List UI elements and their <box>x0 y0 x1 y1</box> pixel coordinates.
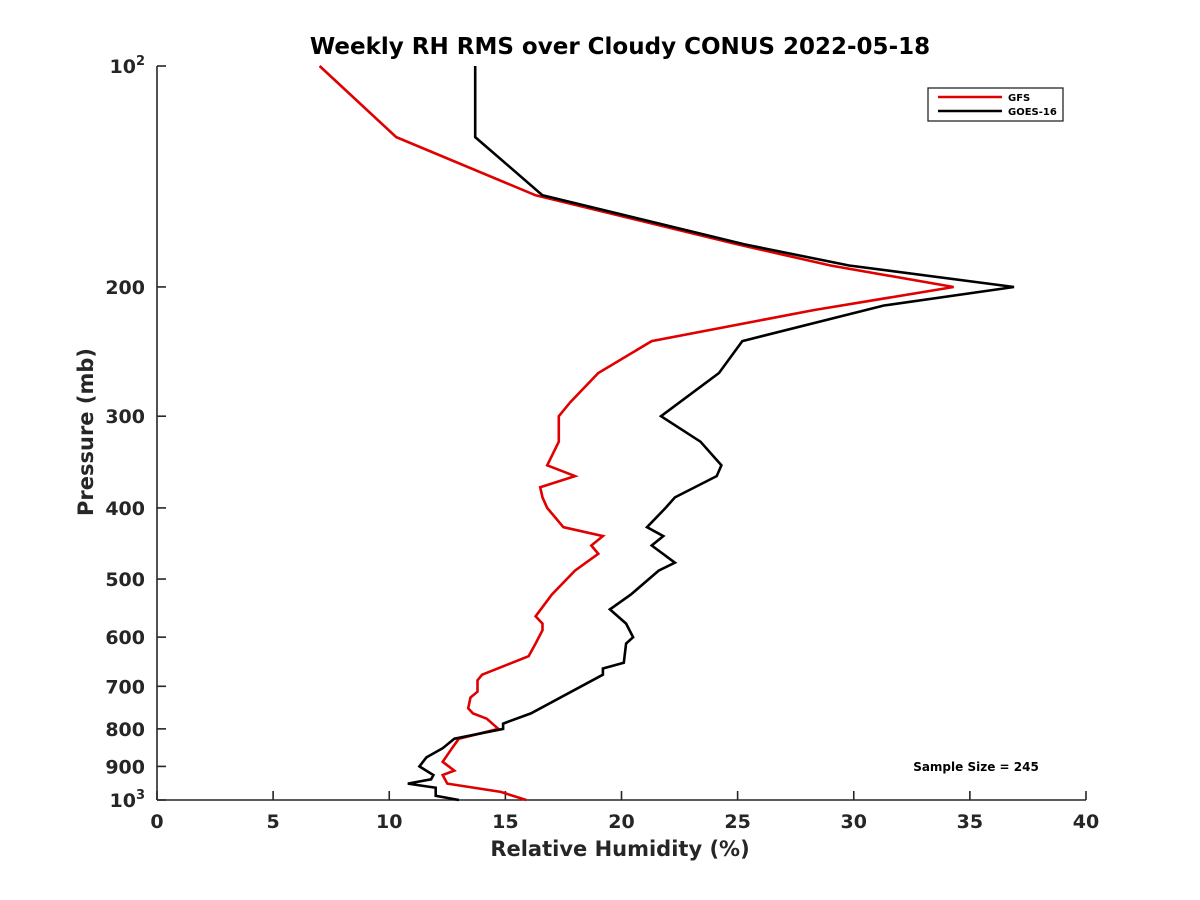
y-tick-label: 900 <box>105 756 145 778</box>
x-tick-label: 5 <box>267 811 280 833</box>
x-tick-label: 10 <box>376 811 402 833</box>
y-axis-title: Pressure (mb) <box>74 348 98 516</box>
legend-box <box>927 87 1064 122</box>
y-tick-label: 102 <box>110 54 146 78</box>
y-tick-label: 400 <box>105 498 145 520</box>
x-tick-label: 35 <box>957 811 983 833</box>
y-tick-label: 700 <box>105 676 145 698</box>
legend-label-gfs: GFS <box>1008 93 1030 104</box>
legend: GFS GOES-16 <box>927 87 1064 122</box>
x-tick-label: 30 <box>841 811 867 833</box>
series-line-goes-16 <box>407 66 1015 802</box>
y-tick-label: 300 <box>105 406 145 428</box>
x-tick-label: 20 <box>608 811 634 833</box>
y-tick-label: 600 <box>105 627 145 649</box>
y-tick-label: 200 <box>105 277 145 299</box>
sample-size-annotation: Sample Size = 245 <box>913 760 1039 774</box>
plot-area: 0 5 10 15 20 25 30 35 40 102 200 300 400 500 600 700 800… <box>105 54 1099 833</box>
x-tick-label: 25 <box>724 811 750 833</box>
y-tick-label: 800 <box>105 719 145 741</box>
x-tick-label: 0 <box>150 811 163 833</box>
y-tick-label: 103 <box>110 788 146 812</box>
x-axis-title: Relative Humidity (%) <box>490 837 749 861</box>
y-tick-label: 500 <box>105 569 145 591</box>
series-line-gfs <box>318 65 954 802</box>
legend-label-goes-16: GOES-16 <box>1008 107 1057 118</box>
x-tick-label: 40 <box>1073 811 1099 833</box>
chart-title: Weekly RH RMS over Cloudy CONUS 2022-05-… <box>310 34 930 60</box>
x-tick-label: 15 <box>492 811 518 833</box>
